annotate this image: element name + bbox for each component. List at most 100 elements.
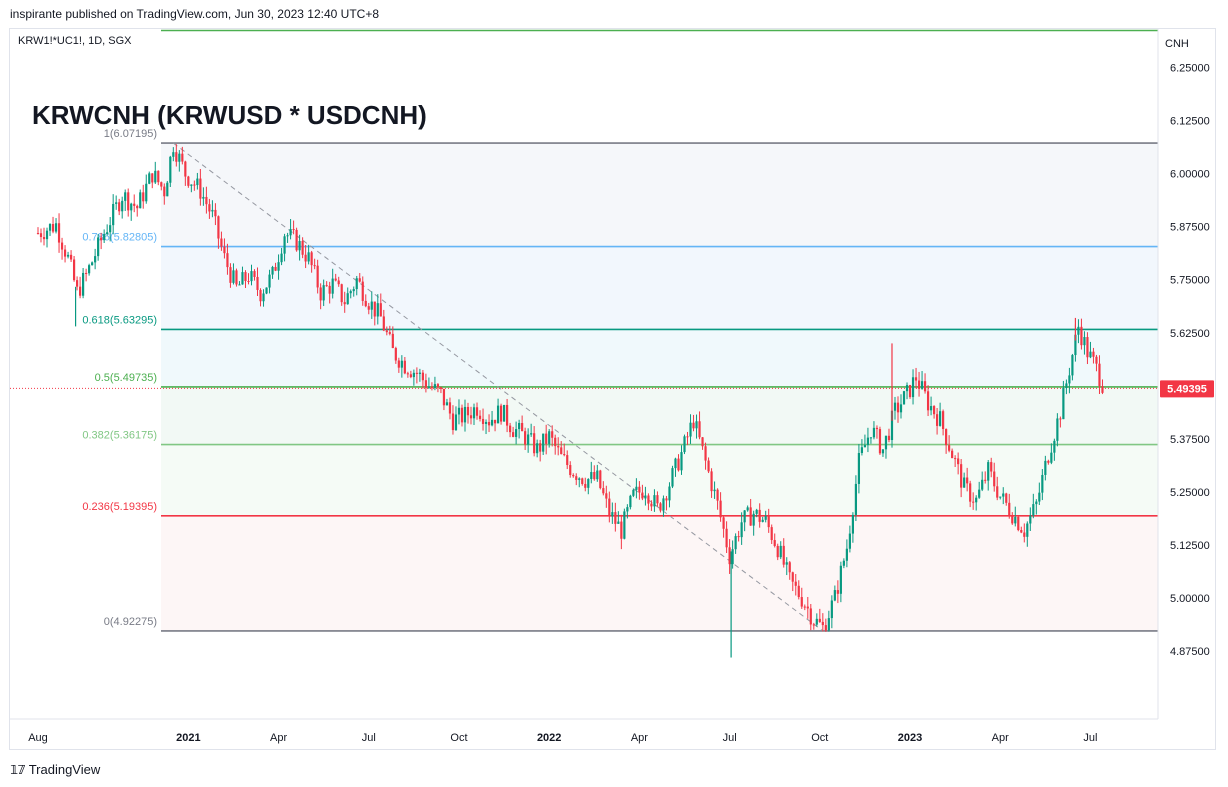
candlestick-chart[interactable]: 1(6.07195) 0.786(5.82805) 0.618(5.63295) 0.… [10,29,1217,751]
candle-body [611,512,614,517]
candles [36,144,1104,632]
candle-body [704,446,707,461]
candle-21 [100,232,103,250]
candle-112 [373,301,376,326]
candle-body [638,486,641,493]
candle-body [530,433,533,435]
candle-body [809,608,812,625]
candle-120 [397,357,400,373]
candle-312 [975,495,978,511]
candle-68 [241,266,244,285]
candle-body [806,606,809,609]
fib-label-2: 0.618(5.63295) [82,314,157,326]
candle-body [172,152,175,157]
candle-body [298,241,301,251]
candle-90 [307,244,310,265]
candle-46 [175,144,178,167]
candle-body [118,202,121,212]
candle-25 [112,194,115,235]
candle-238 [752,510,755,536]
candle-233 [737,530,740,542]
candle-319 [996,476,999,501]
candle-body [737,536,740,538]
candle-59 [214,203,217,226]
candle-body [884,435,888,450]
candle-298 [932,405,936,419]
candle-41 [160,181,163,191]
candle-29 [124,189,127,212]
chart-title: KRWCNH (KRWUSD * USDCNH) [32,100,427,130]
candle-10 [66,251,70,259]
candle-body [1065,383,1068,388]
candle-body [331,278,334,294]
candle-body [893,402,897,411]
candle-body [872,427,876,438]
candle-body [481,418,485,424]
candle-145 [472,403,476,426]
candle-330 [1029,507,1032,531]
candle-body [217,216,220,239]
candle-body [908,385,912,398]
candle-body [746,507,749,511]
candle-256 [806,596,809,619]
candle-195 [623,508,626,540]
candle-54 [199,169,202,206]
candle-body [457,407,461,415]
candle-91 [310,250,313,273]
candle-242 [764,510,767,523]
candle-214 [680,445,683,475]
candle-body [241,272,244,285]
fib-trend-line [173,142,824,632]
candle-135 [442,388,446,411]
candle-244 [770,524,773,545]
chart-panel[interactable]: 1(6.07195) 0.786(5.82805) 0.618(5.63295) 0.… [9,28,1216,750]
candle-325 [1014,506,1017,527]
candle-229 [725,521,728,554]
candle-254 [800,587,803,609]
candle-311 [972,492,975,510]
candle-96 [325,281,328,287]
candle-body [779,545,782,558]
candle-273 [857,443,861,494]
candle-body [418,372,421,374]
candle-body [839,565,842,594]
candle-body [878,429,882,454]
candle-144 [469,406,473,425]
candle-136 [445,398,449,406]
candle-42 [163,183,166,205]
candle-body [830,600,833,619]
candle-body [82,272,85,296]
candle-97 [328,281,331,304]
candle-body [385,330,388,333]
fib-zone-1 [161,246,1158,330]
candle-132 [433,376,437,391]
candle-354 [1101,379,1104,395]
candle-body [554,437,557,447]
candle-body [602,488,605,494]
candle-34 [139,189,142,209]
candle-118 [391,326,394,349]
candle-100 [337,276,340,287]
candle-body [163,186,166,197]
candle-body [572,475,575,477]
candle-body [569,465,572,476]
tradingview-footer[interactable]: 𝟙𝟟 TradingView [10,762,100,777]
candle-body [755,509,758,514]
candle-body [232,270,235,283]
candle-185 [593,465,596,481]
candle-body [75,280,79,287]
candle-171 [551,425,554,447]
candle-342 [1065,379,1068,395]
candle-body [268,274,271,288]
candle-167 [539,439,542,462]
candle-body [505,404,509,426]
candle-body [400,360,403,368]
candle-250 [788,561,791,580]
candle-body [66,254,70,257]
candle-body [725,528,728,548]
candle-252 [794,574,797,596]
candle-220 [698,411,701,440]
candle-body [734,536,737,550]
candle-351 [1092,347,1095,364]
candle-body [1032,504,1035,516]
